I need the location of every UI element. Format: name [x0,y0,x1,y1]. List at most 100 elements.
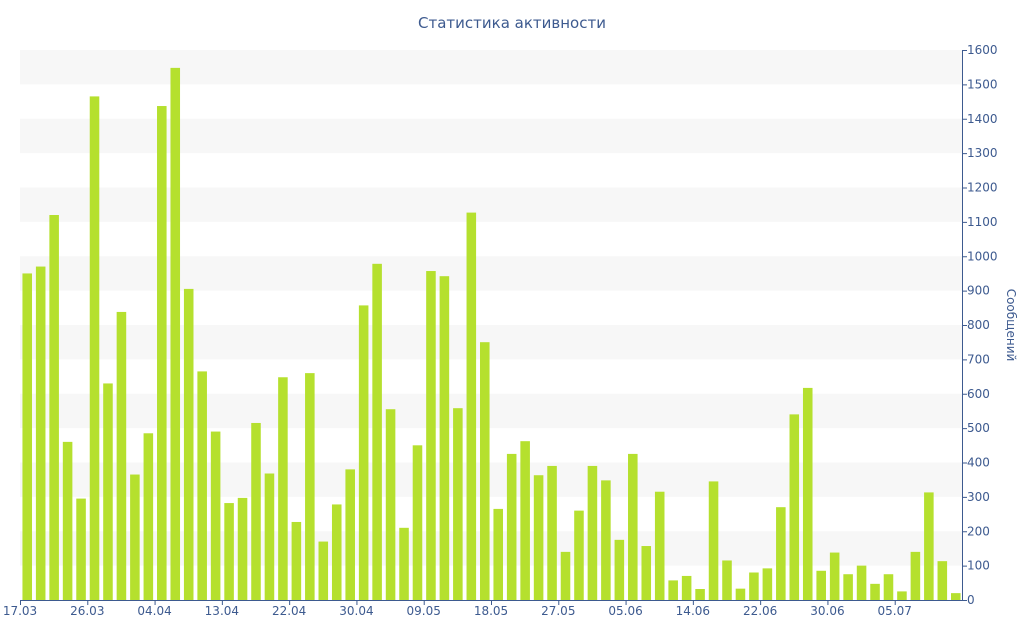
bar [210,431,221,600]
bar [143,433,154,600]
y-tick-label: 900 [967,284,990,298]
bar [856,565,867,600]
bar [264,473,275,600]
bar [372,263,382,600]
x-tick-label: 05.06 [608,604,642,618]
y-tick-label: 1300 [967,146,998,160]
bar [103,383,113,600]
x-tick-label: 30.06 [810,604,844,618]
y-tick-label: 1100 [967,215,998,229]
bar [251,422,261,600]
bar [412,445,423,600]
bar [816,570,826,600]
x-tick-label: 22.04 [272,604,306,618]
y-tick-label: 1400 [967,112,998,126]
y-tick-label: 200 [967,524,990,538]
bar [130,474,140,600]
bar [668,580,678,600]
y-tick-label: 0 [967,593,975,607]
bar [924,492,934,600]
bar [722,560,732,600]
bar [681,575,692,600]
bar [399,527,409,600]
bar [506,453,517,600]
bar [426,271,436,600]
chart-title: Статистика активности [418,14,606,32]
bar [708,481,719,600]
bar [157,106,167,600]
bar [654,491,665,600]
bar [547,465,557,600]
bar [493,508,504,600]
y-axis-title: Сообщений [1004,289,1018,362]
bar [883,574,894,600]
bar [870,583,880,600]
bar [35,266,46,600]
bar [291,521,302,600]
bar [224,503,234,600]
bar [116,311,127,600]
y-tick-label: 800 [967,318,990,332]
bar [331,504,342,600]
y-tick-label: 700 [967,352,990,366]
bar [62,441,73,600]
bar [22,273,33,600]
y-tick-label: 1000 [967,249,998,263]
bar [466,212,477,600]
x-tick-label: 18.05 [474,604,508,618]
y-tick-label: 1200 [967,181,998,195]
bar [574,510,584,600]
x-tick-label: 22.06 [743,604,777,618]
y-tick-label: 300 [967,490,990,504]
bar [587,465,598,600]
bar [237,497,248,600]
bar [789,414,800,600]
y-tick-label: 100 [967,559,990,573]
bar [358,305,369,600]
bar [76,498,86,600]
bar [695,589,705,600]
bar [802,387,813,600]
bar [453,408,463,600]
x-tick-label: 26.03 [70,604,104,618]
y-tick-label: 1600 [967,43,998,57]
bar [89,96,100,600]
bar [305,373,315,600]
x-tick-label: 17.03 [3,604,37,618]
x-tick-label: 30.04 [339,604,373,618]
y-tick-label: 400 [967,456,990,470]
bar [385,409,396,600]
bar [641,546,652,600]
bar [749,572,759,600]
bar [614,539,625,600]
bar [601,480,611,600]
bar [278,377,288,600]
bar [170,67,181,600]
bar [937,561,948,600]
bar [735,588,746,600]
bar [197,371,207,600]
bar [628,453,638,600]
bar [49,215,59,600]
grid-band [20,50,962,85]
bar [533,475,544,600]
bar [843,574,853,600]
x-tick-label: 09.05 [407,604,441,618]
x-tick-label: 05.07 [878,604,912,618]
bar [762,568,773,600]
bar [520,441,530,600]
bar [776,507,786,600]
bar [345,469,355,600]
bar [910,551,921,600]
bar [897,591,907,600]
x-tick-label: 04.04 [137,604,171,618]
bar [479,342,490,600]
bar [318,541,329,600]
bar [829,552,840,600]
y-tick-label: 1500 [967,77,998,91]
bar [183,288,194,600]
x-tick-label: 14.06 [676,604,710,618]
y-tick-label: 500 [967,421,990,435]
bar [439,276,450,600]
